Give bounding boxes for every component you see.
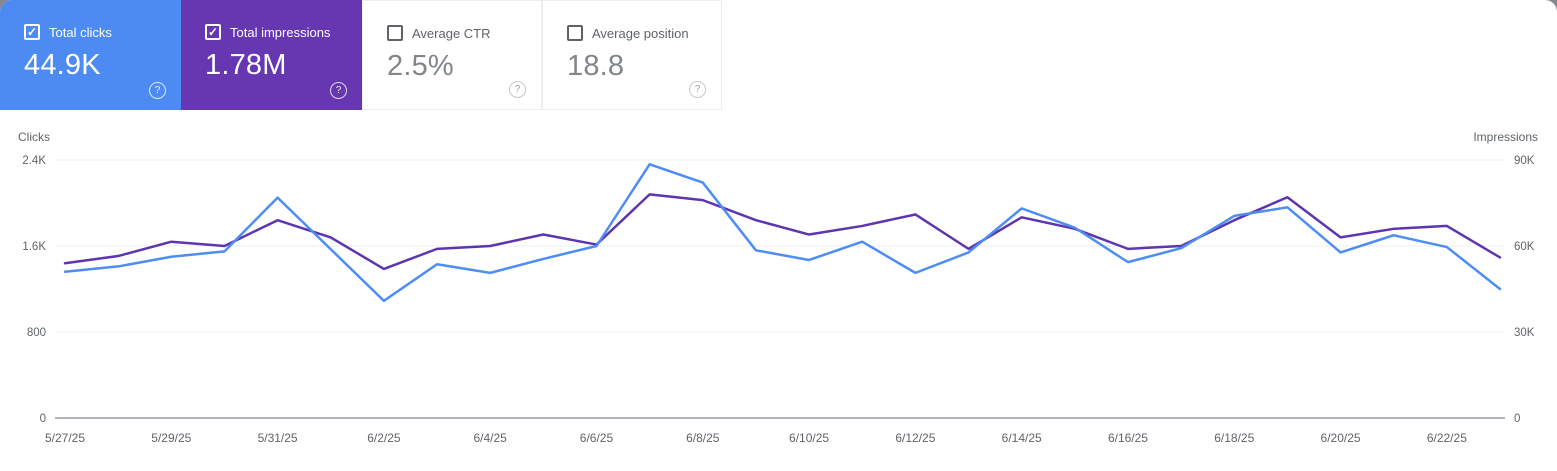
x-axis-tick: 6/4/25 xyxy=(473,431,507,445)
help-icon[interactable]: ? xyxy=(330,82,347,99)
metric-label: Total clicks xyxy=(49,24,112,40)
x-axis-tick: 5/27/25 xyxy=(45,431,85,445)
left-axis-tick: 1.6K xyxy=(22,241,46,253)
metric-label: Total impressions xyxy=(230,24,331,40)
x-axis-tick: 6/18/25 xyxy=(1214,431,1254,445)
x-axis-tick: 6/8/25 xyxy=(686,431,720,445)
x-axis-tick: 6/22/25 xyxy=(1427,431,1467,445)
metric-label: Average position xyxy=(592,25,689,41)
metric-card-total-clicks[interactable]: ✓ Total clicks 44.9K ? xyxy=(0,0,181,110)
help-icon[interactable]: ? xyxy=(689,81,706,98)
left-axis-tick: 2.4K xyxy=(22,155,46,167)
x-axis-tick: 6/6/25 xyxy=(580,431,614,445)
checkmark-icon: ✓ xyxy=(26,24,38,39)
x-axis-tick: 6/16/25 xyxy=(1108,431,1148,445)
right-axis-tick: 0 xyxy=(1514,413,1520,425)
right-axis-tick: 90K xyxy=(1514,155,1535,167)
left-axis-tick: 0 xyxy=(40,413,46,425)
chart-area: Clicks Impressions 2.4K 1.6K 800 0 90K 60K 30K 0 5… xyxy=(0,110,1557,471)
metric-value: 44.9K xyxy=(24,49,101,81)
metric-card-header: ✓ Average position xyxy=(567,25,721,41)
metric-card-header: ✓ Total impressions xyxy=(205,24,362,40)
x-axis-tick: 6/10/25 xyxy=(789,431,829,445)
checkmark-icon: ✓ xyxy=(207,24,219,39)
average-position-checkbox[interactable]: ✓ xyxy=(567,25,583,41)
metric-card-average-position[interactable]: ✓ Average position 18.8 ? xyxy=(542,0,722,110)
help-icon[interactable]: ? xyxy=(149,82,166,99)
total-clicks-checkbox[interactable]: ✓ xyxy=(24,24,40,40)
metric-value: 2.5% xyxy=(387,50,454,82)
impressions-line xyxy=(63,193,1502,271)
total-impressions-checkbox[interactable]: ✓ xyxy=(205,24,221,40)
metric-card-header: ✓ Total clicks xyxy=(24,24,181,40)
right-axis-title: Impressions xyxy=(1473,130,1538,144)
metric-value: 18.8 xyxy=(567,50,625,82)
x-axis-tick: 5/29/25 xyxy=(151,431,191,445)
metric-value: 1.78M xyxy=(205,49,287,81)
metric-card-average-ctr[interactable]: ✓ Average CTR 2.5% ? xyxy=(362,0,542,110)
left-axis-tick: 800 xyxy=(27,327,46,339)
x-axis-tick: 5/31/25 xyxy=(258,431,298,445)
performance-chart[interactable]: Clicks Impressions 2.4K 1.6K 800 0 90K 60K 30K 0 5… xyxy=(0,110,1557,471)
left-axis-title: Clicks xyxy=(18,130,50,144)
metric-card-total-impressions[interactable]: ✓ Total impressions 1.78M ? xyxy=(181,0,362,110)
average-ctr-checkbox[interactable]: ✓ xyxy=(387,25,403,41)
x-axis-tick: 6/12/25 xyxy=(895,431,935,445)
clicks-line xyxy=(63,163,1502,303)
metric-card-header: ✓ Average CTR xyxy=(387,25,541,41)
x-axis-tick: 6/2/25 xyxy=(367,431,401,445)
metric-label: Average CTR xyxy=(412,25,491,41)
x-axis-tick: 6/20/25 xyxy=(1321,431,1361,445)
right-axis-tick: 60K xyxy=(1514,241,1535,253)
x-axis-tick: 6/14/25 xyxy=(1002,431,1042,445)
metric-cards-row: ✓ Total clicks 44.9K ? ✓ Total impressio… xyxy=(0,0,1557,110)
right-axis-tick: 30K xyxy=(1514,327,1535,339)
help-icon[interactable]: ? xyxy=(509,81,526,98)
